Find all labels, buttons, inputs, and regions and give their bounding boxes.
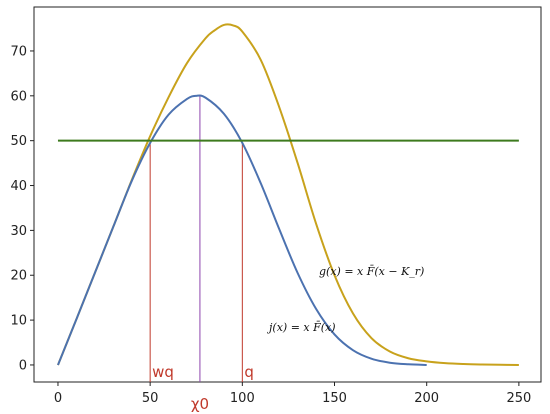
- series-line-g: [57, 23, 519, 366]
- x-tick-label: 100: [230, 391, 255, 406]
- plot-area-frame: [33, 6, 542, 383]
- lines-layer: wq χ0 q: [57, 23, 519, 413]
- x-tick-label: 200: [414, 391, 439, 406]
- x-tick-label: 50: [142, 391, 159, 406]
- y-tick-label: 20: [10, 269, 27, 284]
- x-tick-label: 0: [54, 391, 62, 406]
- y-tick-label: 10: [10, 314, 27, 329]
- y-tick-label: 40: [10, 179, 27, 194]
- y-tick-label: 70: [10, 44, 27, 59]
- y-tick-label: 0: [19, 358, 27, 373]
- vline-label-2: q: [244, 363, 254, 381]
- vline-label-1: χ0: [191, 395, 209, 413]
- axes-layer: 0 50 100 150 200 250 0 10 20 30 40 50 60 70: [10, 44, 531, 406]
- curve-label-g: g(x) = x F̄(x − K_r): [319, 265, 424, 278]
- y-tick-label: 30: [10, 224, 27, 239]
- y-tick-label: 50: [10, 134, 27, 149]
- y-tick-label: 60: [10, 89, 27, 104]
- series-line-j: [57, 94, 427, 366]
- curve-label-j: j(x) = x F̄(x): [266, 321, 336, 334]
- vline-label-0: wq: [152, 363, 174, 381]
- x-tick-label: 150: [322, 391, 347, 406]
- x-tick-label: 250: [506, 391, 531, 406]
